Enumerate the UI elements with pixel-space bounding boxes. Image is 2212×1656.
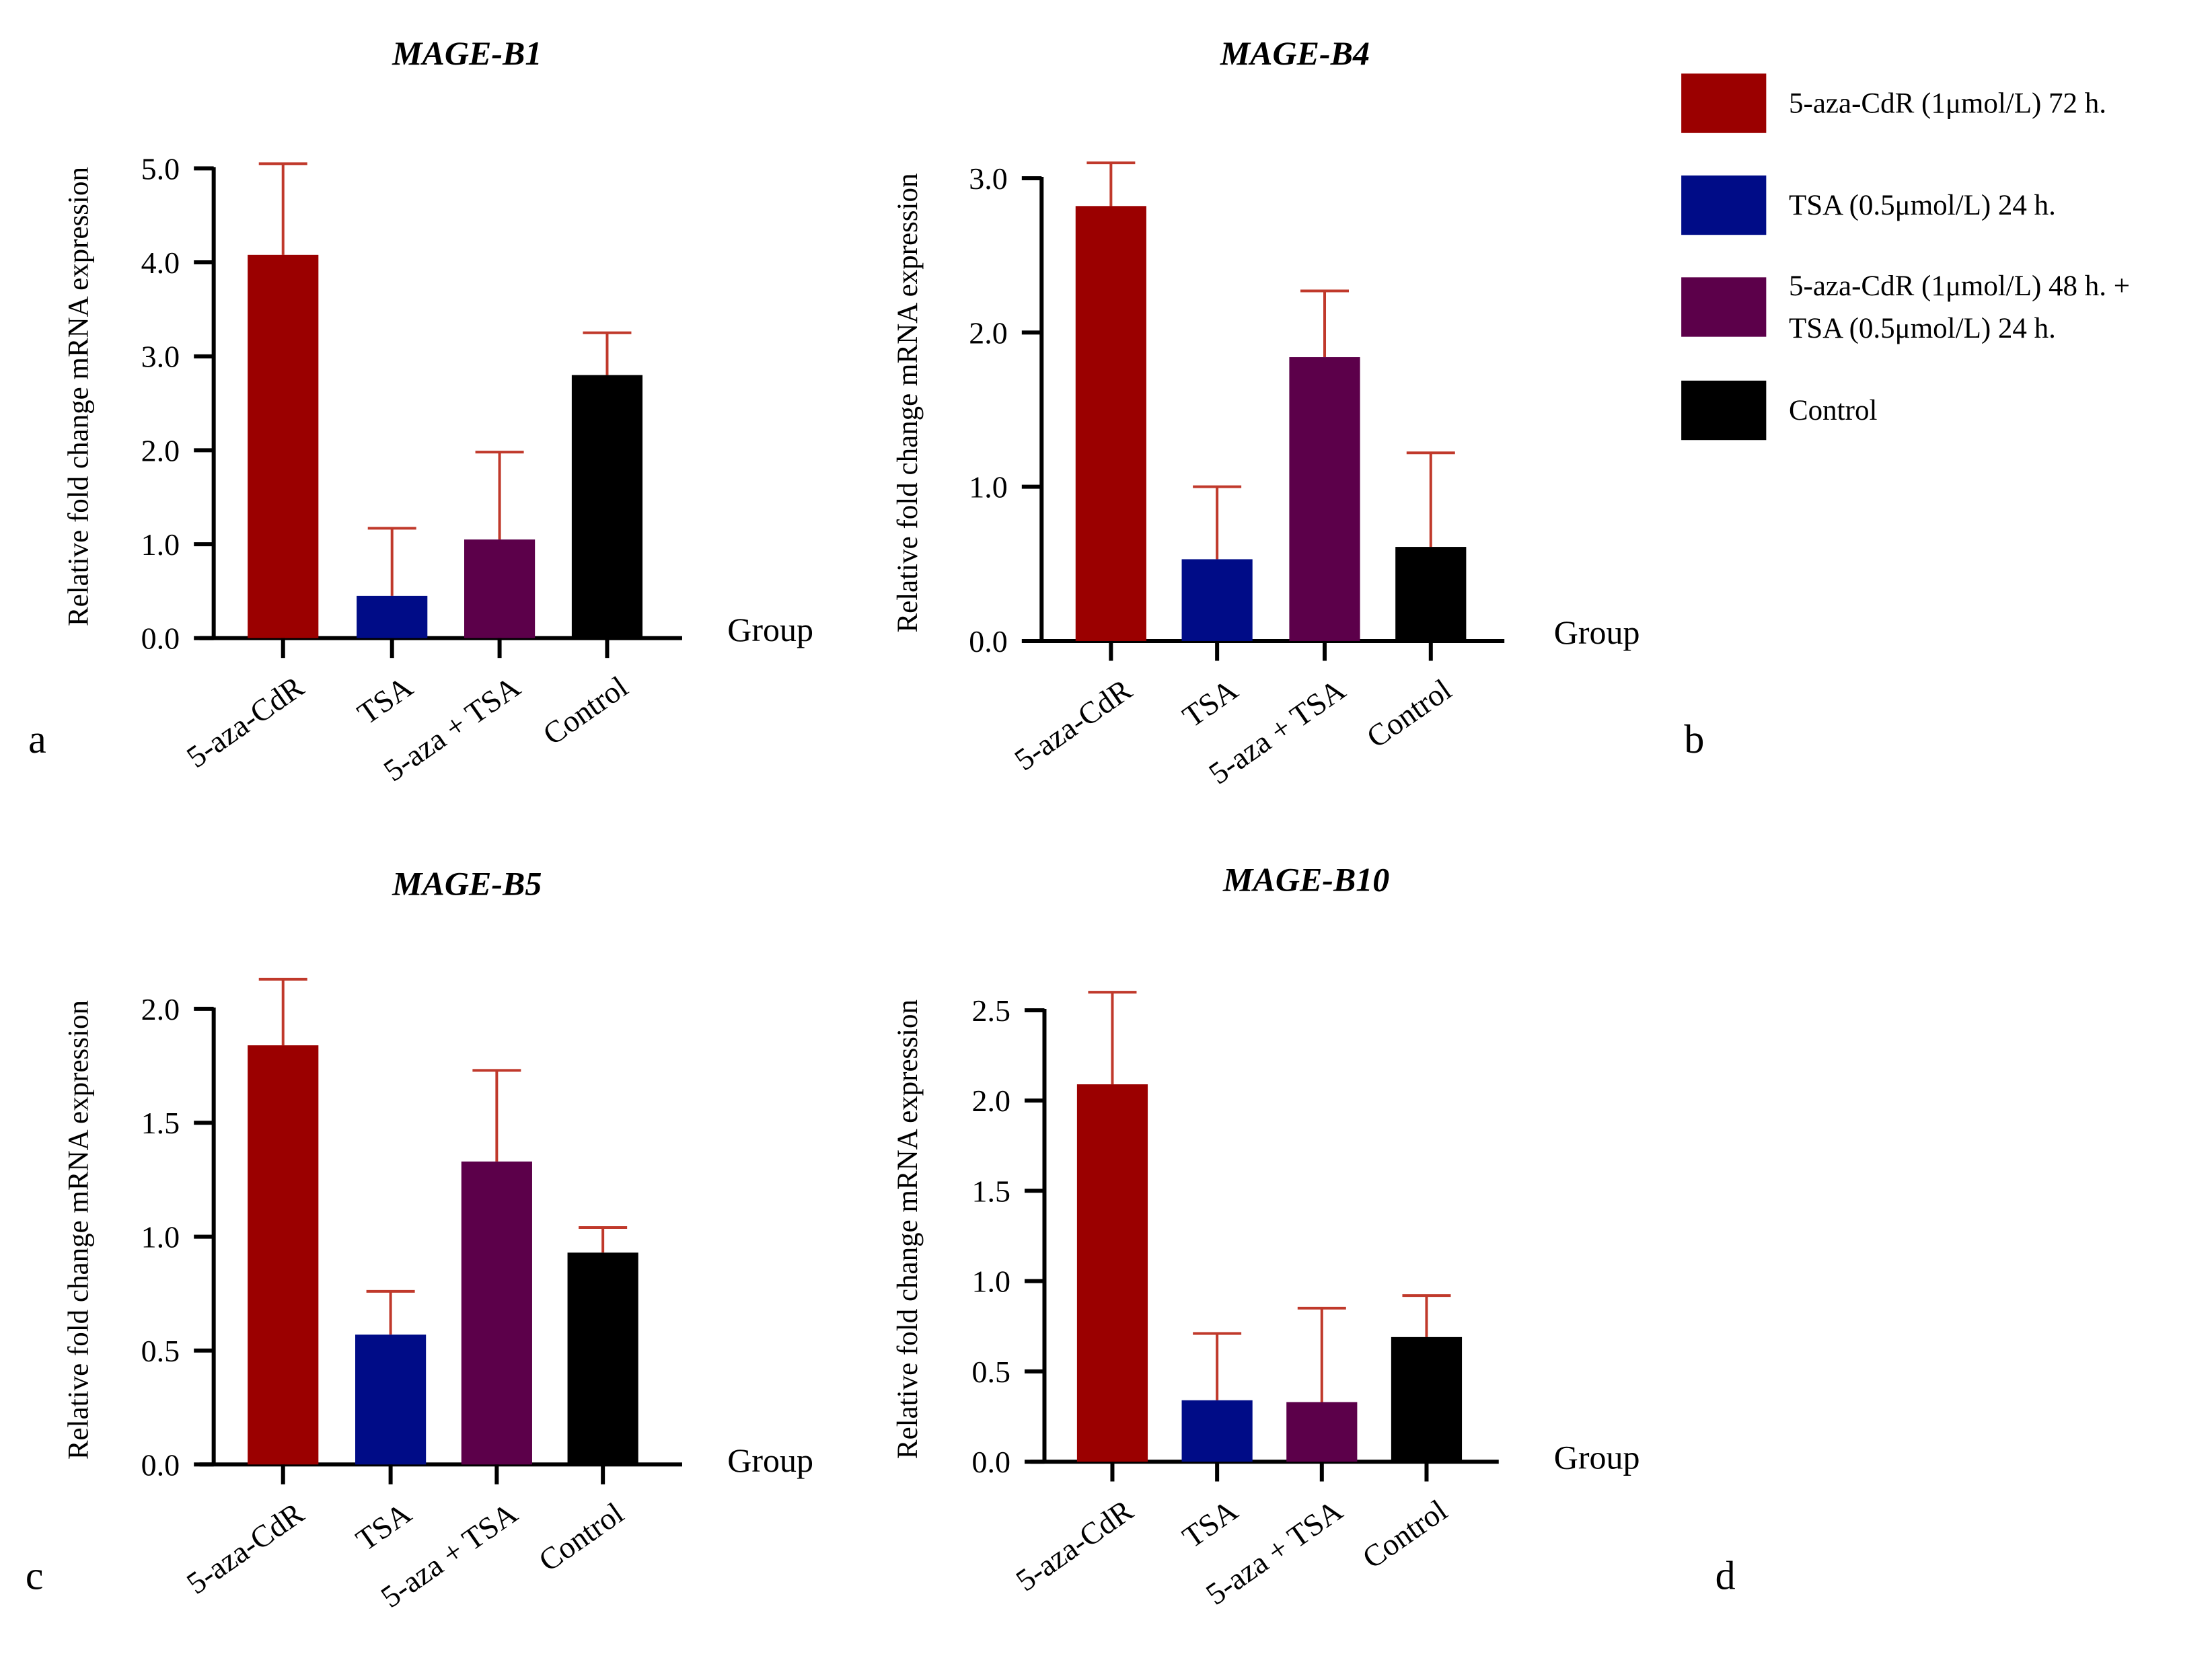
bar-5-aza-tsa bbox=[461, 1161, 532, 1465]
legend-swatch bbox=[1681, 277, 1767, 337]
y-axis-label: Relative fold change mRNA expression bbox=[63, 1000, 94, 1460]
legend-label: TSA (0.5μmol/L) 24 h. bbox=[1789, 313, 2056, 344]
y-tick-label: 4.0 bbox=[141, 246, 180, 280]
y-tick-label: 3.0 bbox=[141, 340, 180, 374]
bar-tsa bbox=[1181, 559, 1253, 641]
category-label: TSA bbox=[350, 1496, 417, 1558]
x-axis-label: Group bbox=[1554, 1439, 1640, 1476]
y-tick-label: 0.0 bbox=[972, 1445, 1011, 1479]
chart-panel-a: MAGE-B1 Relative fold change mRNA express… bbox=[28, 34, 813, 788]
legend: 5-aza-CdR (1μmol/L) 72 h. TSA (0.5μmol/L)… bbox=[1681, 73, 2130, 441]
panel-letter: a bbox=[28, 717, 46, 761]
bar-control bbox=[571, 375, 643, 638]
bar-5-aza-cdr bbox=[1076, 1084, 1148, 1462]
category-label: 5-aza-CdR bbox=[1008, 672, 1138, 777]
y-tick-label: 5.0 bbox=[141, 151, 180, 186]
bar-tsa bbox=[1181, 1400, 1253, 1462]
bar-5-aza-cdr bbox=[248, 1045, 319, 1465]
category-label: Control bbox=[1360, 672, 1457, 754]
category-label: 5-aza-CdR bbox=[1010, 1493, 1140, 1597]
x-axis-label: Group bbox=[727, 611, 813, 648]
y-tick-label: 0.0 bbox=[141, 622, 180, 656]
chart-panel-b: MAGE-B4 Relative fold change mRNA express… bbox=[892, 34, 1704, 791]
legend-label: 5-aza-CdR (1μmol/L) 48 h. + bbox=[1789, 270, 2130, 302]
y-tick-label: 0.0 bbox=[141, 1447, 180, 1482]
panel-letter: b bbox=[1684, 717, 1704, 761]
chart-title: MAGE-B4 bbox=[1220, 34, 1370, 72]
y-tick-label: 0.5 bbox=[972, 1355, 1011, 1389]
bar-5-aza-tsa bbox=[464, 539, 536, 638]
y-tick-label: 1.0 bbox=[141, 527, 180, 562]
chart-title: MAGE-B1 bbox=[392, 34, 542, 72]
y-tick-label: 1.5 bbox=[141, 1106, 180, 1140]
chart-panel-d: MAGE-B10 Relative fold change mRNA expres… bbox=[892, 860, 1735, 1611]
category-label: TSA bbox=[1176, 672, 1243, 734]
y-tick-label: 2.0 bbox=[969, 315, 1008, 350]
y-tick-label: 1.0 bbox=[972, 1265, 1011, 1299]
y-axis-label: Relative fold change mRNA expression bbox=[892, 173, 924, 632]
chart-panel-c: MAGE-B5 Relative fold change mRNA express… bbox=[26, 865, 813, 1614]
legend-label: Control bbox=[1789, 395, 1877, 426]
bar-5-aza-tsa bbox=[1286, 1402, 1358, 1462]
bar-tsa bbox=[357, 595, 428, 638]
legend-swatch bbox=[1681, 380, 1767, 441]
bar-control bbox=[567, 1252, 638, 1465]
x-axis-label: Group bbox=[727, 1441, 813, 1479]
y-tick-label: 1.0 bbox=[141, 1220, 180, 1254]
bar-5-aza-cdr bbox=[1075, 206, 1146, 641]
category-label: Control bbox=[532, 1496, 629, 1578]
panel-letter: c bbox=[26, 1553, 44, 1597]
chart-title: MAGE-B5 bbox=[392, 865, 542, 903]
category-label: 5-aza-CdR bbox=[180, 1495, 310, 1600]
chart-title: MAGE-B10 bbox=[1222, 860, 1389, 898]
y-tick-label: 1.5 bbox=[972, 1174, 1011, 1208]
y-tick-label: 0.0 bbox=[969, 624, 1008, 658]
y-tick-label: 2.5 bbox=[972, 993, 1011, 1028]
legend-swatch bbox=[1681, 73, 1767, 133]
category-label: TSA bbox=[351, 669, 418, 731]
bar-tsa bbox=[355, 1334, 427, 1465]
y-tick-label: 1.0 bbox=[969, 470, 1008, 504]
panel-letter: d bbox=[1716, 1553, 1736, 1597]
y-tick-label: 0.5 bbox=[141, 1334, 180, 1368]
legend-swatch bbox=[1681, 175, 1767, 235]
legend-label: TSA (0.5μmol/L) 24 h. bbox=[1789, 190, 2056, 221]
x-axis-label: Group bbox=[1554, 613, 1640, 651]
y-axis-label: Relative fold change mRNA expression bbox=[63, 167, 94, 626]
bar-5-aza-cdr bbox=[248, 254, 319, 638]
category-label: Control bbox=[537, 669, 634, 751]
legend-label: 5-aza-CdR (1μmol/L) 72 h. bbox=[1789, 88, 2106, 120]
bar-control bbox=[1395, 547, 1467, 641]
category-label: Control bbox=[1356, 1493, 1453, 1575]
y-tick-label: 3.0 bbox=[969, 161, 1008, 196]
y-axis-label: Relative fold change mRNA expression bbox=[892, 1000, 924, 1459]
bar-5-aza-tsa bbox=[1289, 357, 1360, 641]
bar-control bbox=[1391, 1337, 1463, 1462]
category-label: 5-aza-CdR bbox=[180, 669, 310, 774]
category-label: TSA bbox=[1176, 1493, 1243, 1554]
y-tick-label: 2.0 bbox=[141, 433, 180, 467]
y-tick-label: 2.0 bbox=[141, 992, 180, 1026]
y-tick-label: 2.0 bbox=[972, 1084, 1011, 1118]
